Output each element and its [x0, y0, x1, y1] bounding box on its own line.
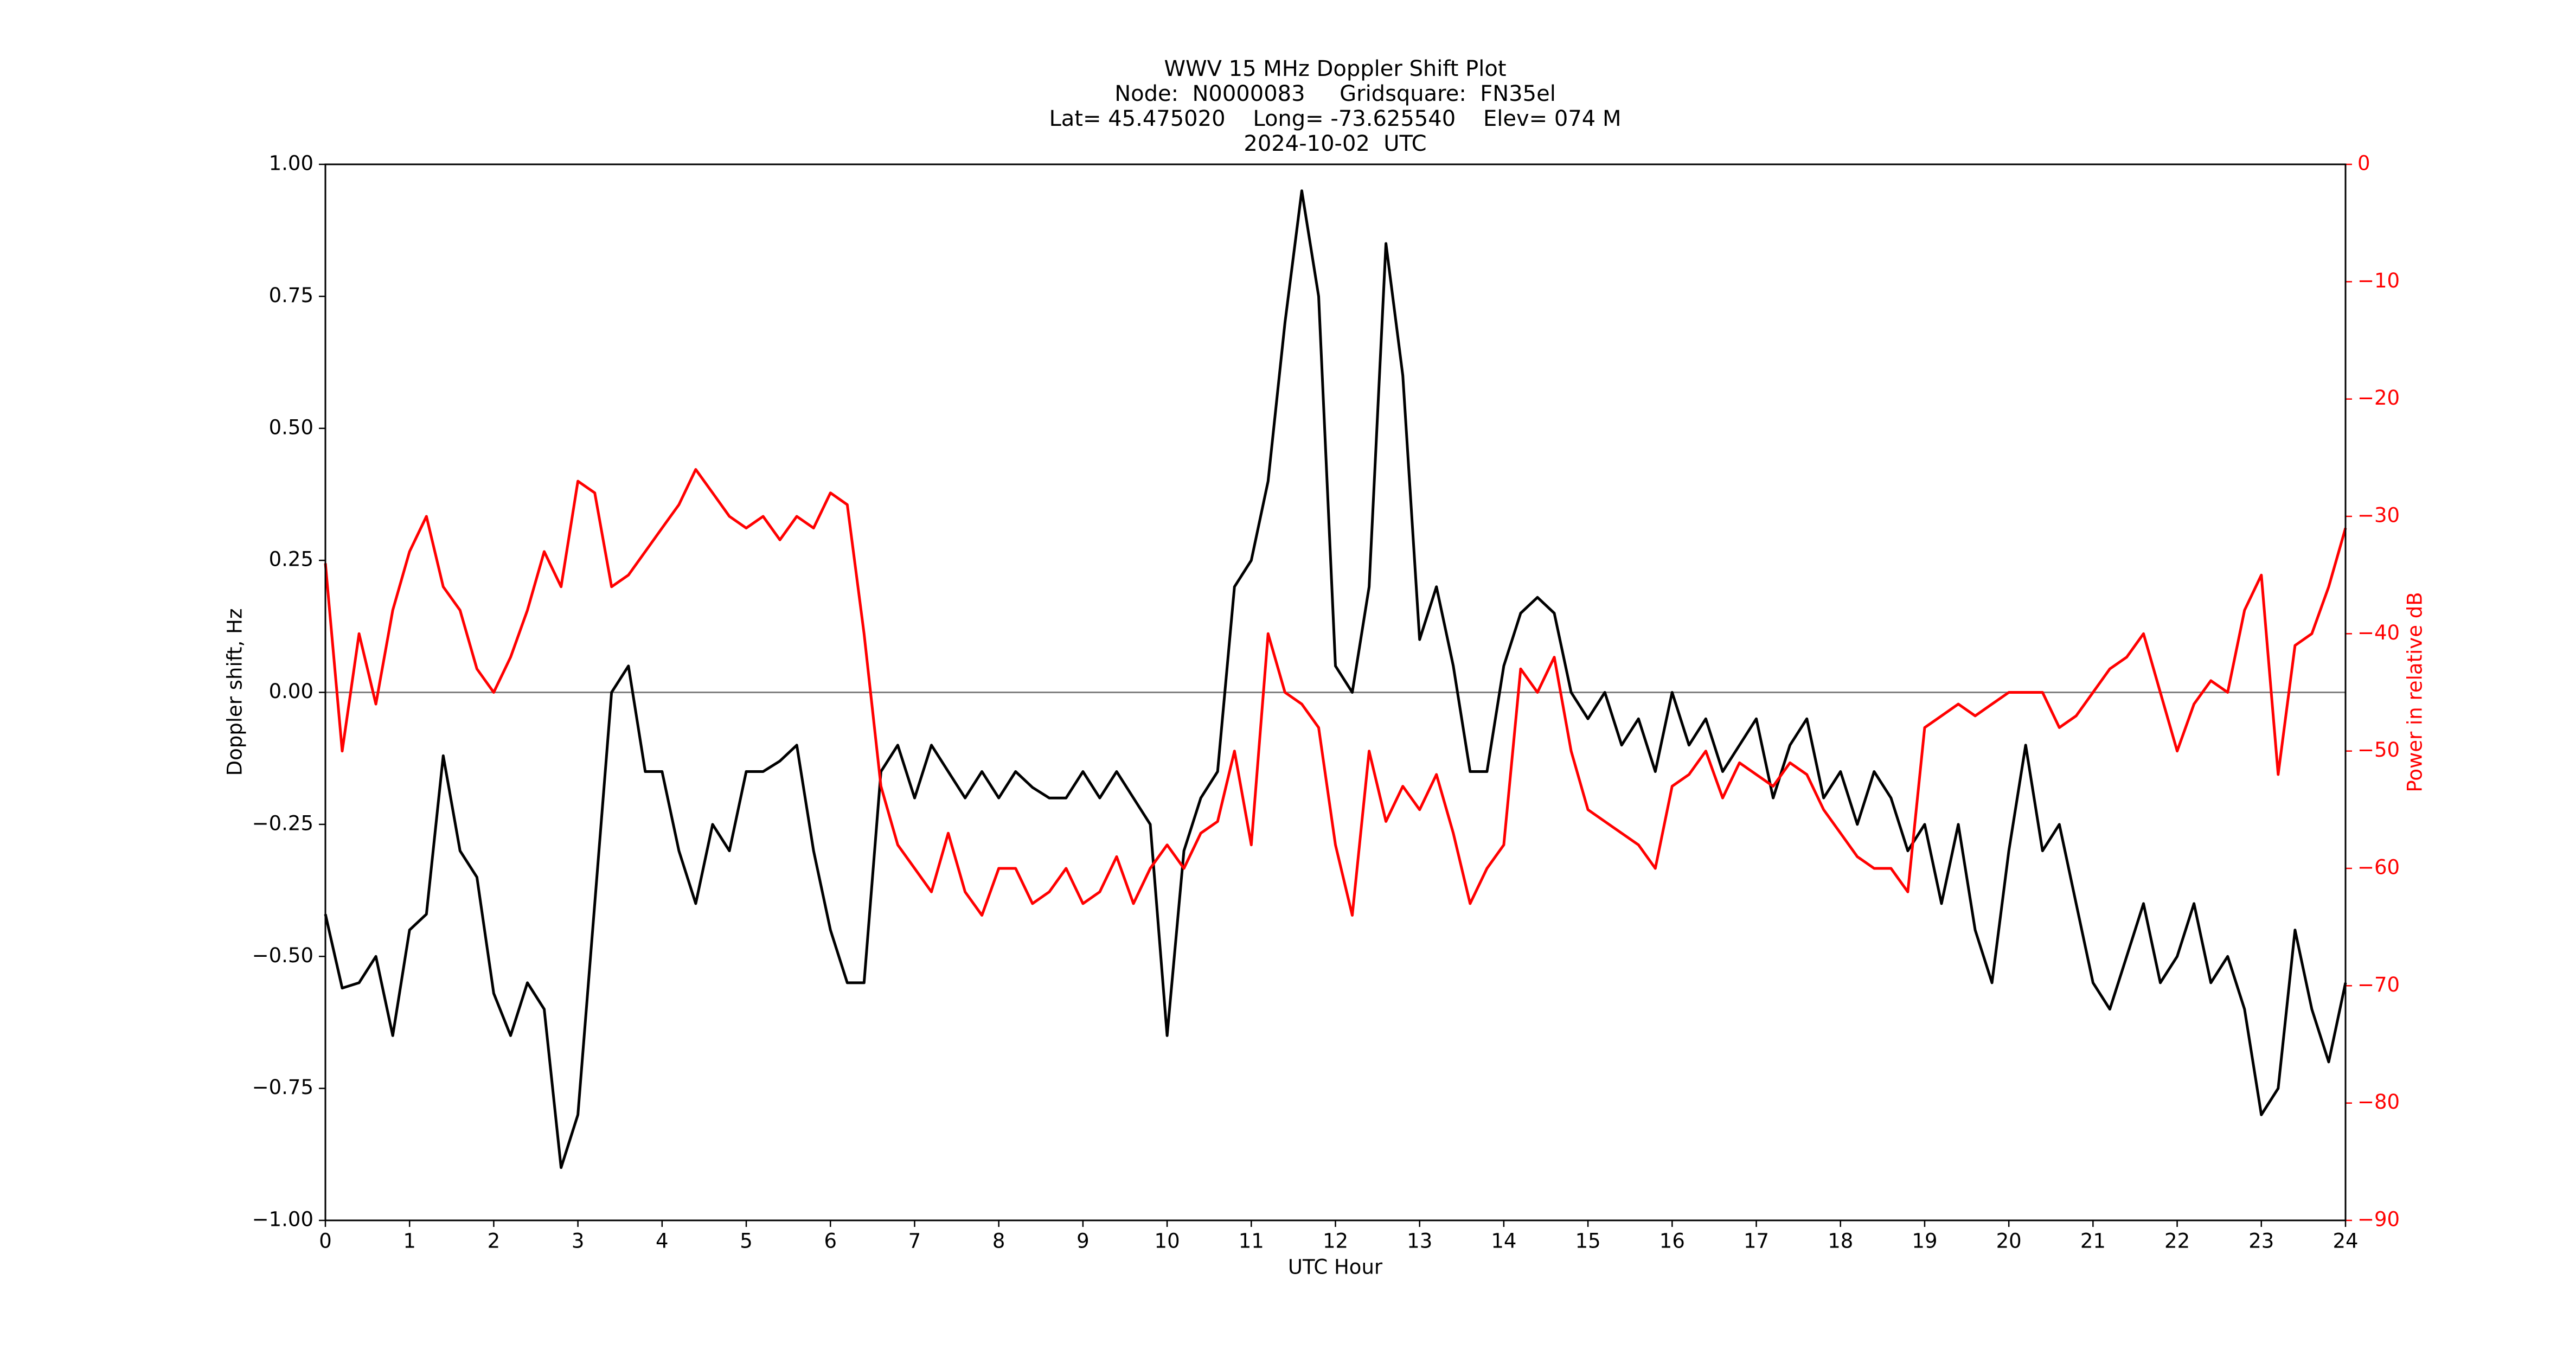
- y2-tick-label: −30: [2357, 504, 2400, 527]
- y2-tick-label: 0: [2357, 152, 2370, 175]
- chart-title: 2024-10-02 UTC: [1244, 131, 1426, 156]
- x-tick-label: 7: [908, 1230, 921, 1253]
- x-tick-label: 20: [1996, 1230, 2022, 1253]
- y2-tick-label: −60: [2357, 856, 2400, 879]
- x-tick-label: 9: [1076, 1230, 1090, 1253]
- y2-axis-label: Power in relative dB: [2404, 592, 2427, 792]
- x-tick-label: 19: [1912, 1230, 1937, 1253]
- y-axis-label: Doppler shift, Hz: [223, 609, 247, 776]
- x-tick-label: 4: [656, 1230, 669, 1253]
- chart-title: Lat= 45.475020 Long= -73.625540 Elev= 07…: [1049, 106, 1622, 131]
- y-tick-label: 0.00: [269, 680, 313, 703]
- y2-tick-label: −10: [2357, 269, 2400, 292]
- x-tick-label: 5: [740, 1230, 753, 1253]
- x-tick-label: 2: [488, 1230, 501, 1253]
- y-tick-label: −0.50: [252, 944, 313, 967]
- y-tick-label: 1.00: [269, 152, 313, 175]
- chart-title: WWV 15 MHz Doppler Shift Plot: [1164, 56, 1506, 81]
- x-tick-label: 1: [403, 1230, 416, 1253]
- x-tick-label: 11: [1239, 1230, 1264, 1253]
- x-tick-label: 12: [1323, 1230, 1348, 1253]
- series-line: [324, 189, 2347, 1169]
- y2-tick-label: −80: [2357, 1090, 2400, 1114]
- y-tick-label: −0.25: [252, 811, 313, 835]
- y2-tick-label: −90: [2357, 1208, 2400, 1231]
- y-tick-label: 0.25: [269, 548, 313, 571]
- y-tick-label: −1.00: [252, 1208, 313, 1231]
- x-tick-label: 18: [1828, 1230, 1853, 1253]
- y2-tick-label: −70: [2357, 973, 2400, 996]
- x-tick-label: 24: [2333, 1230, 2358, 1253]
- y2-tick-label: −50: [2357, 738, 2400, 762]
- x-axis-label: UTC Hour: [1288, 1256, 1383, 1279]
- x-tick-label: 8: [992, 1230, 1005, 1253]
- chart-title: Node: N0000083 Gridsquare: FN35el: [1114, 81, 1556, 106]
- x-tick-label: 16: [1659, 1230, 1685, 1253]
- x-tick-label: 21: [2080, 1230, 2106, 1253]
- x-tick-label: 14: [1491, 1230, 1516, 1253]
- series-line: [324, 468, 2347, 917]
- plot-frame: [324, 163, 2347, 1221]
- y2-tick-label: −40: [2357, 621, 2400, 644]
- x-tick-label: 6: [824, 1230, 837, 1253]
- x-tick-label: 23: [2248, 1230, 2274, 1253]
- y2-tick-label: −20: [2357, 386, 2400, 410]
- y-tick-label: 0.50: [269, 415, 313, 439]
- y-tick-label: −0.75: [252, 1076, 313, 1099]
- x-tick-label: 13: [1407, 1230, 1432, 1253]
- x-tick-label: 15: [1575, 1230, 1601, 1253]
- x-tick-label: 3: [572, 1230, 585, 1253]
- y-tick-label: 0.75: [269, 284, 313, 307]
- x-tick-label: 10: [1155, 1230, 1180, 1253]
- x-tick-label: 0: [319, 1230, 332, 1253]
- x-tick-label: 22: [2164, 1230, 2190, 1253]
- x-tick-label: 17: [1744, 1230, 1769, 1253]
